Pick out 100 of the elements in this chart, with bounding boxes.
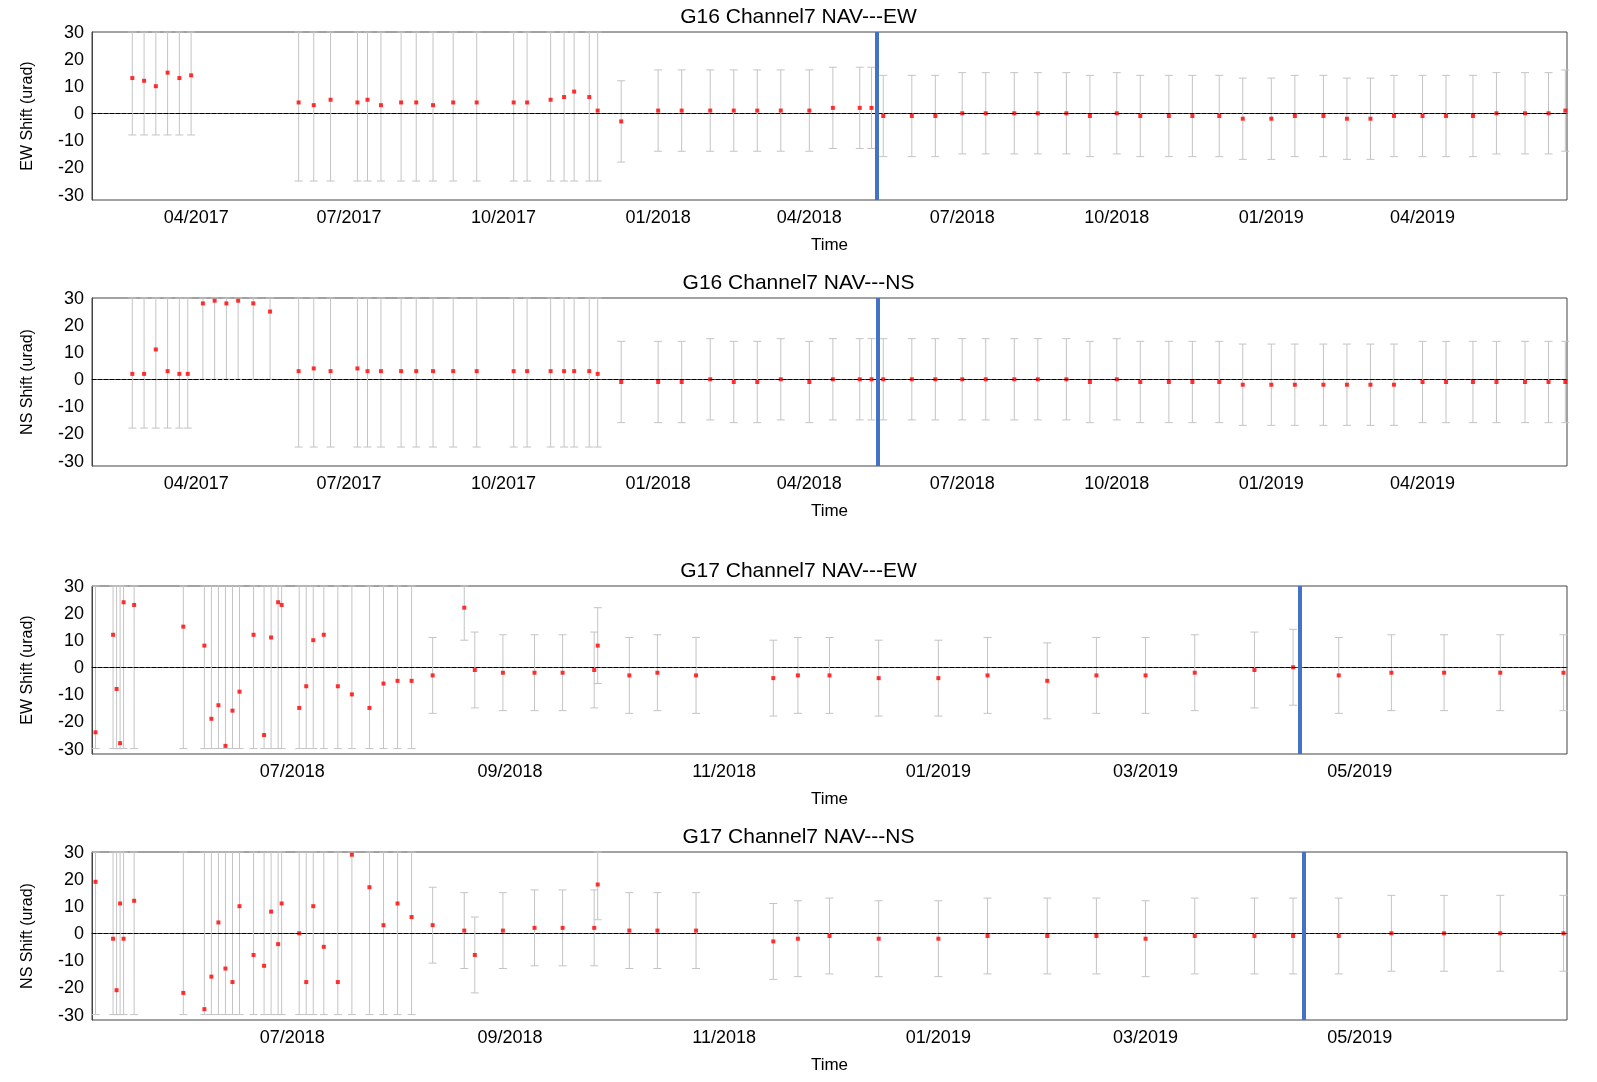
y-tick-label: 0	[73, 103, 84, 124]
point	[114, 988, 119, 993]
point	[430, 673, 435, 678]
point	[1252, 934, 1257, 938]
y-tick-label: 0	[73, 923, 84, 944]
point	[1143, 936, 1148, 941]
point	[985, 934, 990, 938]
point	[335, 684, 340, 689]
point	[251, 952, 256, 957]
x-tick-label: 03/2019	[1113, 1027, 1179, 1047]
point	[132, 898, 137, 903]
point	[1143, 673, 1148, 678]
point	[321, 944, 326, 949]
point	[269, 909, 274, 914]
point	[627, 928, 632, 933]
point	[209, 716, 214, 721]
x-tick-label: 05/2019	[1327, 1027, 1393, 1047]
point	[304, 980, 309, 985]
point	[1336, 673, 1341, 678]
point	[771, 939, 776, 944]
x-tick-label: 07/2017	[316, 207, 382, 227]
y-tick-label: 20	[63, 869, 84, 890]
point	[694, 673, 699, 678]
x-tick-label: 04/2018	[776, 207, 842, 227]
point	[367, 705, 372, 710]
x-tick-label: 09/2018	[477, 761, 543, 781]
point	[560, 925, 565, 930]
point	[202, 643, 207, 648]
chart-title: G16 Channel7 NAV---NS	[682, 270, 915, 293]
point	[114, 686, 119, 691]
y-tick-label: 20	[63, 49, 84, 70]
point	[592, 668, 597, 672]
y-tick-label: -10	[57, 396, 84, 417]
point	[118, 741, 123, 746]
x-tick-label: 10/2017	[471, 473, 537, 493]
x-tick-label: 01/2019	[905, 761, 971, 781]
y-tick-label: 10	[63, 896, 84, 917]
x-tick-label: 04/2018	[776, 473, 842, 493]
point	[1094, 934, 1099, 938]
point	[349, 852, 354, 857]
point	[1192, 670, 1197, 675]
x-tick-label: 10/2017	[471, 207, 537, 227]
y-tick-label: 30	[63, 22, 84, 42]
y-tick-label: -30	[57, 738, 84, 759]
point	[595, 643, 600, 648]
point	[132, 602, 137, 607]
point	[409, 678, 414, 683]
x-tick-label: 05/2019	[1327, 761, 1393, 781]
point	[297, 705, 302, 710]
y-axis-title: NS Shift (urad)	[17, 883, 35, 989]
x-tick-label: 04/2019	[1389, 473, 1456, 493]
point	[409, 915, 414, 920]
y-axis-title: NS Shift (urad)	[17, 329, 35, 435]
x-tick-label: 10/2018	[1084, 207, 1150, 227]
x-tick-label: 07/2018	[259, 1027, 325, 1047]
point	[223, 966, 228, 971]
point	[532, 670, 537, 675]
point	[1561, 670, 1566, 675]
point	[121, 936, 126, 941]
point	[655, 670, 660, 675]
point	[269, 635, 274, 640]
x-tick-label: 04/2017	[163, 207, 229, 227]
point	[216, 703, 221, 708]
point	[202, 1007, 207, 1012]
point	[827, 673, 832, 678]
point	[595, 882, 600, 887]
point	[1389, 670, 1394, 675]
point	[262, 963, 267, 968]
point	[121, 600, 126, 605]
point	[1192, 934, 1197, 938]
point	[1045, 678, 1050, 683]
point	[209, 974, 214, 979]
x-tick-label: 07/2018	[259, 761, 325, 781]
point	[335, 980, 340, 985]
point	[462, 605, 467, 610]
x-tick-label: 07/2018	[929, 207, 995, 227]
point	[1291, 934, 1296, 938]
y-tick-label: 30	[63, 288, 84, 308]
y-tick-label: -30	[57, 184, 84, 205]
point	[876, 936, 881, 941]
point	[395, 678, 400, 683]
point	[655, 928, 660, 933]
chart-title: G17 Channel7 NAV---EW	[680, 558, 917, 581]
x-axis-title: Time	[810, 501, 849, 520]
x-tick-label: 07/2018	[929, 473, 995, 493]
y-tick-label: -10	[57, 950, 84, 971]
x-tick-label: 01/2019	[905, 1027, 971, 1047]
point	[1498, 670, 1503, 675]
point	[627, 673, 632, 678]
y-tick-label: 30	[63, 842, 84, 862]
point	[111, 632, 116, 637]
x-tick-label: 01/2019	[1238, 207, 1304, 227]
y-tick-label: 20	[63, 315, 84, 336]
point	[230, 708, 235, 713]
point	[462, 928, 467, 933]
point	[111, 936, 116, 941]
point	[279, 901, 284, 906]
point	[367, 885, 372, 890]
x-tick-label: 01/2019	[1238, 473, 1304, 493]
x-tick-label: 11/2018	[692, 761, 757, 781]
